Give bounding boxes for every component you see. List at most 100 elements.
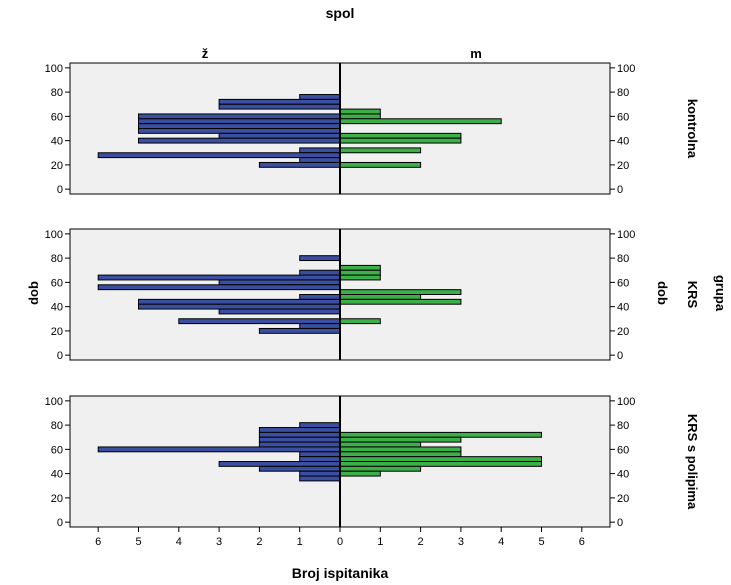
panel-group-label: grupa <box>713 275 728 312</box>
x-tick-label: 3 <box>216 536 222 548</box>
x-tick-label: 2 <box>418 536 424 548</box>
y-tick-label-left: 0 <box>57 184 63 196</box>
y-tick-label-left: 0 <box>57 350 63 362</box>
x-tick-label: 4 <box>498 536 504 548</box>
bar-male <box>339 132 462 139</box>
y-tick-label-left: 80 <box>51 253 63 265</box>
bar-female <box>97 446 341 453</box>
bar-male <box>339 118 502 125</box>
bar-female <box>218 98 341 105</box>
bar-male <box>339 289 462 296</box>
y-tick-label-right: 60 <box>617 111 629 123</box>
y-tick-label-right: 100 <box>617 229 635 241</box>
x-tick-label: 5 <box>538 536 544 548</box>
panel-0: 0 0 20 20 40 40 60 60 80 80 100 100 kontrolna <box>45 62 700 196</box>
column-label-female: ž <box>202 46 209 61</box>
bar-female <box>299 269 341 276</box>
x-tick-label: 0 <box>337 536 343 548</box>
y-tick-label-right: 0 <box>617 350 623 362</box>
bar-female <box>97 274 341 281</box>
bar-female <box>258 327 341 334</box>
y-tick-label-left: 60 <box>51 111 63 123</box>
y-tick-label-left: 40 <box>51 136 63 148</box>
bar-female <box>178 318 341 325</box>
bar-male <box>339 264 381 271</box>
bar-female <box>138 113 341 120</box>
y-tick-label-left: 100 <box>45 229 63 241</box>
bar-male <box>339 446 462 453</box>
bar-male <box>339 465 422 472</box>
bar-male <box>339 161 422 168</box>
panel-2: 0 0 20 20 40 40 60 60 80 80 100 100 KRS s polipima <box>45 395 700 529</box>
bar-female <box>299 451 341 458</box>
bar-male <box>339 456 542 463</box>
bar-male <box>339 441 422 448</box>
bar-female <box>138 118 341 125</box>
y-tick-label-right: 40 <box>617 469 629 481</box>
bar-female <box>299 470 341 477</box>
y-tick-label-right: 60 <box>617 277 629 289</box>
y-tick-label-left: 0 <box>57 517 63 529</box>
bar-male <box>339 470 381 477</box>
bar-male <box>339 461 542 467</box>
bar-female <box>218 279 341 286</box>
bar-female <box>218 308 341 315</box>
bar-female <box>218 461 341 467</box>
bar-male <box>339 298 462 305</box>
y-tick-label-left: 40 <box>51 469 63 481</box>
bar-female <box>97 284 341 291</box>
bar-female <box>138 137 341 144</box>
y-tick-label-left: 100 <box>45 396 63 408</box>
y-tick-label-right: 0 <box>617 184 623 196</box>
chart-title: spol <box>326 5 355 21</box>
x-tick-label: 6 <box>579 536 585 548</box>
bar-female <box>218 132 341 139</box>
bar-male <box>339 294 422 300</box>
x-tick-label: 6 <box>95 536 101 548</box>
bar-male <box>339 269 381 276</box>
x-tick-label: 3 <box>458 536 464 548</box>
panel-label: KRS <box>685 281 700 309</box>
y-tick-label-right: 20 <box>617 493 629 505</box>
bar-female <box>299 422 341 429</box>
y-tick-label-left: 20 <box>51 493 63 505</box>
bar-female <box>299 323 341 329</box>
bar-female <box>258 431 341 438</box>
bar-female <box>258 465 341 472</box>
y-tick-label-left: 100 <box>45 63 63 75</box>
bar-female <box>299 157 341 163</box>
bar-male <box>339 436 462 443</box>
y-tick-label-right: 80 <box>617 420 629 432</box>
x-tick-label: 1 <box>297 536 303 548</box>
bar-female <box>258 436 341 443</box>
bar-male <box>339 318 381 325</box>
bar-male <box>339 137 462 144</box>
x-axis-label: Broj ispitanika <box>292 565 389 581</box>
y-tick-label-right: 80 <box>617 253 629 265</box>
y-tick-label-left: 20 <box>51 326 63 338</box>
panel-1: 0 0 20 20 40 40 60 60 80 80 100 100 KRS <box>45 228 700 362</box>
bar-male <box>339 147 422 154</box>
bar-female <box>299 294 341 300</box>
bar-female <box>138 298 341 305</box>
y-tick-label-left: 80 <box>51 87 63 99</box>
bar-male <box>339 108 381 115</box>
bar-female <box>299 255 341 262</box>
x-tick-label: 5 <box>135 536 141 548</box>
column-label-male: m <box>470 46 482 61</box>
y-tick-label-left: 40 <box>51 302 63 314</box>
y-tick-label-left: 20 <box>51 160 63 172</box>
bar-female <box>299 94 341 100</box>
y-axis-label-left: dob <box>26 281 41 305</box>
bar-female <box>97 152 341 159</box>
y-tick-label-right: 20 <box>617 326 629 338</box>
y-tick-label-left: 60 <box>51 444 63 456</box>
y-tick-label-left: 60 <box>51 277 63 289</box>
panel-label: kontrolna <box>685 99 700 159</box>
bar-male <box>339 431 542 438</box>
y-tick-label-right: 60 <box>617 444 629 456</box>
x-tick-label: 1 <box>377 536 383 548</box>
y-axis-label-right: dob <box>655 281 670 305</box>
